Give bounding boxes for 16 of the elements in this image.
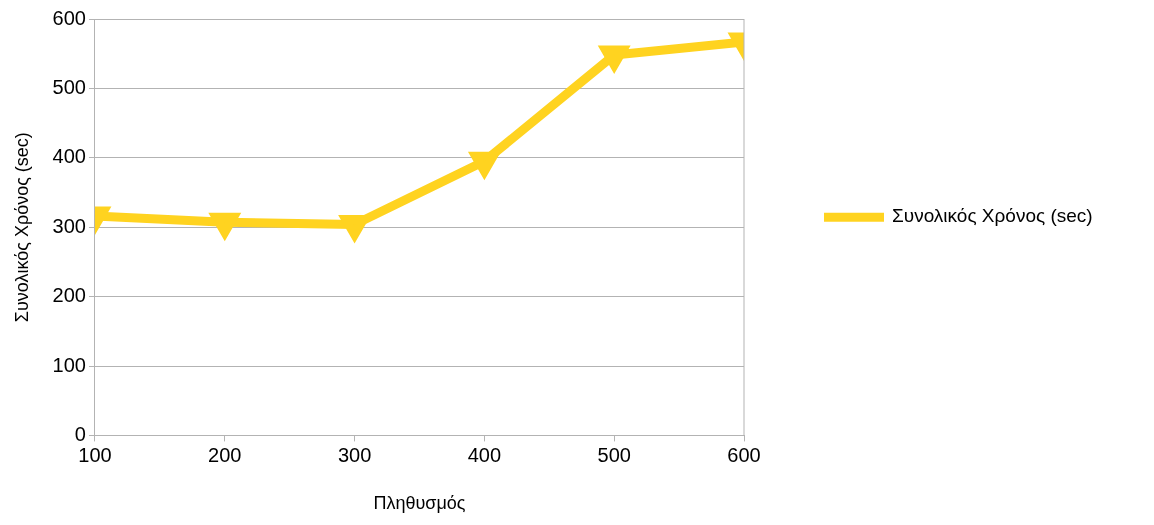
x-axis-title: Πληθυσμός [373, 493, 466, 514]
legend-label: Συνολικός Χρόνος (sec) [892, 205, 1093, 227]
x-tick-label: 500 [597, 443, 631, 466]
y-tick-label: 300 [52, 214, 86, 237]
y-tick-label: 100 [52, 353, 86, 376]
y-tick-label: 200 [52, 284, 86, 307]
x-tick-label: 600 [727, 443, 761, 466]
x-tick-label: 300 [337, 443, 372, 466]
y-axis-title: Συνολικός Χρόνος (sec) [11, 132, 32, 323]
x-tick-label: 400 [467, 443, 502, 466]
x-tick-label: 200 [208, 443, 242, 466]
y-tick-label: 400 [52, 145, 86, 168]
y-tick-label: 600 [52, 6, 86, 29]
y-tick-label: 0 [74, 422, 86, 445]
y-tick-label: 500 [52, 75, 86, 98]
x-tick-label: 100 [78, 443, 112, 466]
